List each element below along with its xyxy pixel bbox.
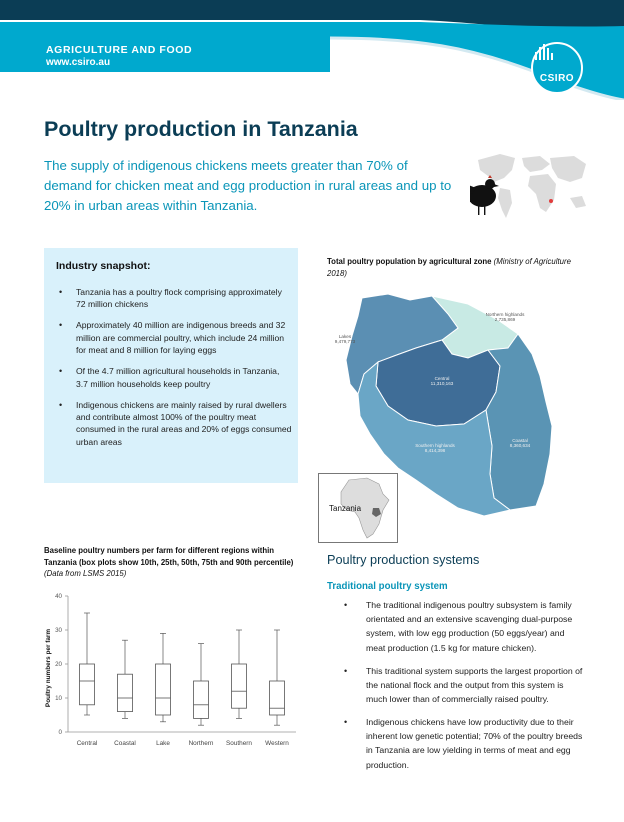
snapshot-item: Tanzania has a poultry flock comprising … (56, 286, 292, 311)
zone-label-lakes: Lakes 9,479,773 (323, 334, 367, 345)
zone-southern-highlands (357, 360, 512, 517)
chart-caption-title: Baseline poultry numbers per farm for di… (44, 546, 294, 567)
box-iqr (117, 673, 133, 712)
zone-name: Northern highlands (485, 312, 525, 317)
box-iqr (231, 663, 247, 709)
zone-name: Central (434, 376, 450, 381)
tanzania-marker-icon (549, 199, 553, 203)
tanzania-zone-map (345, 293, 553, 517)
zone-label-coastal: Coastal 8,360,634 (496, 438, 544, 449)
website-url[interactable]: www.csiro.au (46, 57, 111, 68)
system-item: This traditional system supports the lar… (327, 664, 583, 707)
chart-caption: Baseline poultry numbers per farm for di… (44, 545, 296, 580)
system-item: Indigenous chickens have low productivit… (327, 715, 583, 772)
snapshot-title: Industry snapshot: (56, 260, 151, 272)
world-map-chicken-graphic (470, 154, 586, 218)
zone-value: 2,735,869 (494, 317, 516, 323)
zone-value: 8,414,398 (424, 448, 446, 454)
logo-bars-icon (535, 44, 553, 60)
zone-name: Lakes (338, 334, 352, 339)
chicken-icon (470, 175, 499, 215)
zone-value: 9,479,773 (334, 339, 356, 345)
map-caption-title: Total poultry population by agricultural… (327, 257, 492, 266)
header-wave (0, 0, 624, 100)
box-iqr (269, 680, 285, 716)
x-tick-label: Central (77, 740, 98, 747)
x-tick-label: Coastal (114, 740, 136, 747)
snapshot-item: Of the 4.7 million agricultural househol… (56, 365, 292, 390)
y-tick-label: 30 (55, 627, 62, 634)
zone-label-central: Central 11,310,163 (412, 376, 472, 387)
boxplot-chart: Poultry numbers per farm 0 10 20 30 40 Centra… (45, 593, 296, 747)
box-iqr (193, 680, 209, 719)
zone-value: 8,360,634 (509, 443, 531, 449)
box-iqr (155, 663, 171, 716)
zone-name: Coastal (512, 438, 528, 443)
x-tick-label: Southern (226, 740, 252, 747)
industry-snapshot-box: Industry snapshot: Tanzania has a poultr… (44, 248, 298, 483)
x-tick-label: Northern (189, 740, 214, 747)
box-iqr (79, 663, 95, 706)
x-tick-label: Western (265, 740, 289, 747)
x-tick-label: Lake (156, 740, 170, 747)
logo-text: CSIRO (539, 73, 575, 84)
header-band: AGRICULTURE AND FOOD www.csiro.au CSIRO (0, 0, 624, 100)
zone-label-southern: Southern highlands 8,414,398 (400, 443, 470, 454)
zone-label-northern: Northern highlands 2,735,869 (470, 312, 540, 323)
y-tick-label: 10 (55, 695, 62, 702)
snapshot-list: Tanzania has a poultry flock comprising … (56, 286, 292, 457)
lede-paragraph: The supply of indigenous chickens meets … (44, 158, 452, 213)
zone-coastal (485, 333, 553, 511)
system-item: The traditional indigenous poultry subsy… (327, 598, 583, 655)
zone-value: 11,310,163 (430, 381, 454, 387)
y-axis-label: Poultry numbers per farm (45, 629, 52, 707)
map-caption: Total poultry population by agricultural… (327, 256, 571, 279)
zone-name: Southern highlands (415, 443, 455, 448)
africa-inset-map: Tanzania (318, 473, 398, 543)
section-heading: Poultry production systems (327, 553, 480, 567)
y-tick-label: 40 (55, 593, 62, 600)
page-title: Poultry production in Tanzania (44, 117, 358, 141)
traditional-system-list: The traditional indigenous poultry subsy… (327, 598, 583, 781)
map-caption-source: (Ministry of Agriculture 2018) (327, 257, 571, 278)
y-tick-label: 0 (59, 729, 63, 736)
snapshot-item: Approximately 40 million are indigenous … (56, 319, 292, 356)
y-tick-label: 20 (55, 661, 62, 668)
africa-outline (340, 477, 390, 539)
category-label: AGRICULTURE AND FOOD (46, 44, 193, 56)
subsection-heading: Traditional poultry system (327, 581, 448, 592)
csiro-logo: CSIRO (531, 42, 583, 94)
inset-label: Tanzania (329, 504, 362, 513)
snapshot-item: Indigenous chickens are mainly raised by… (56, 399, 292, 449)
chart-caption-source: (Data from LSMS 2015) (44, 569, 127, 578)
